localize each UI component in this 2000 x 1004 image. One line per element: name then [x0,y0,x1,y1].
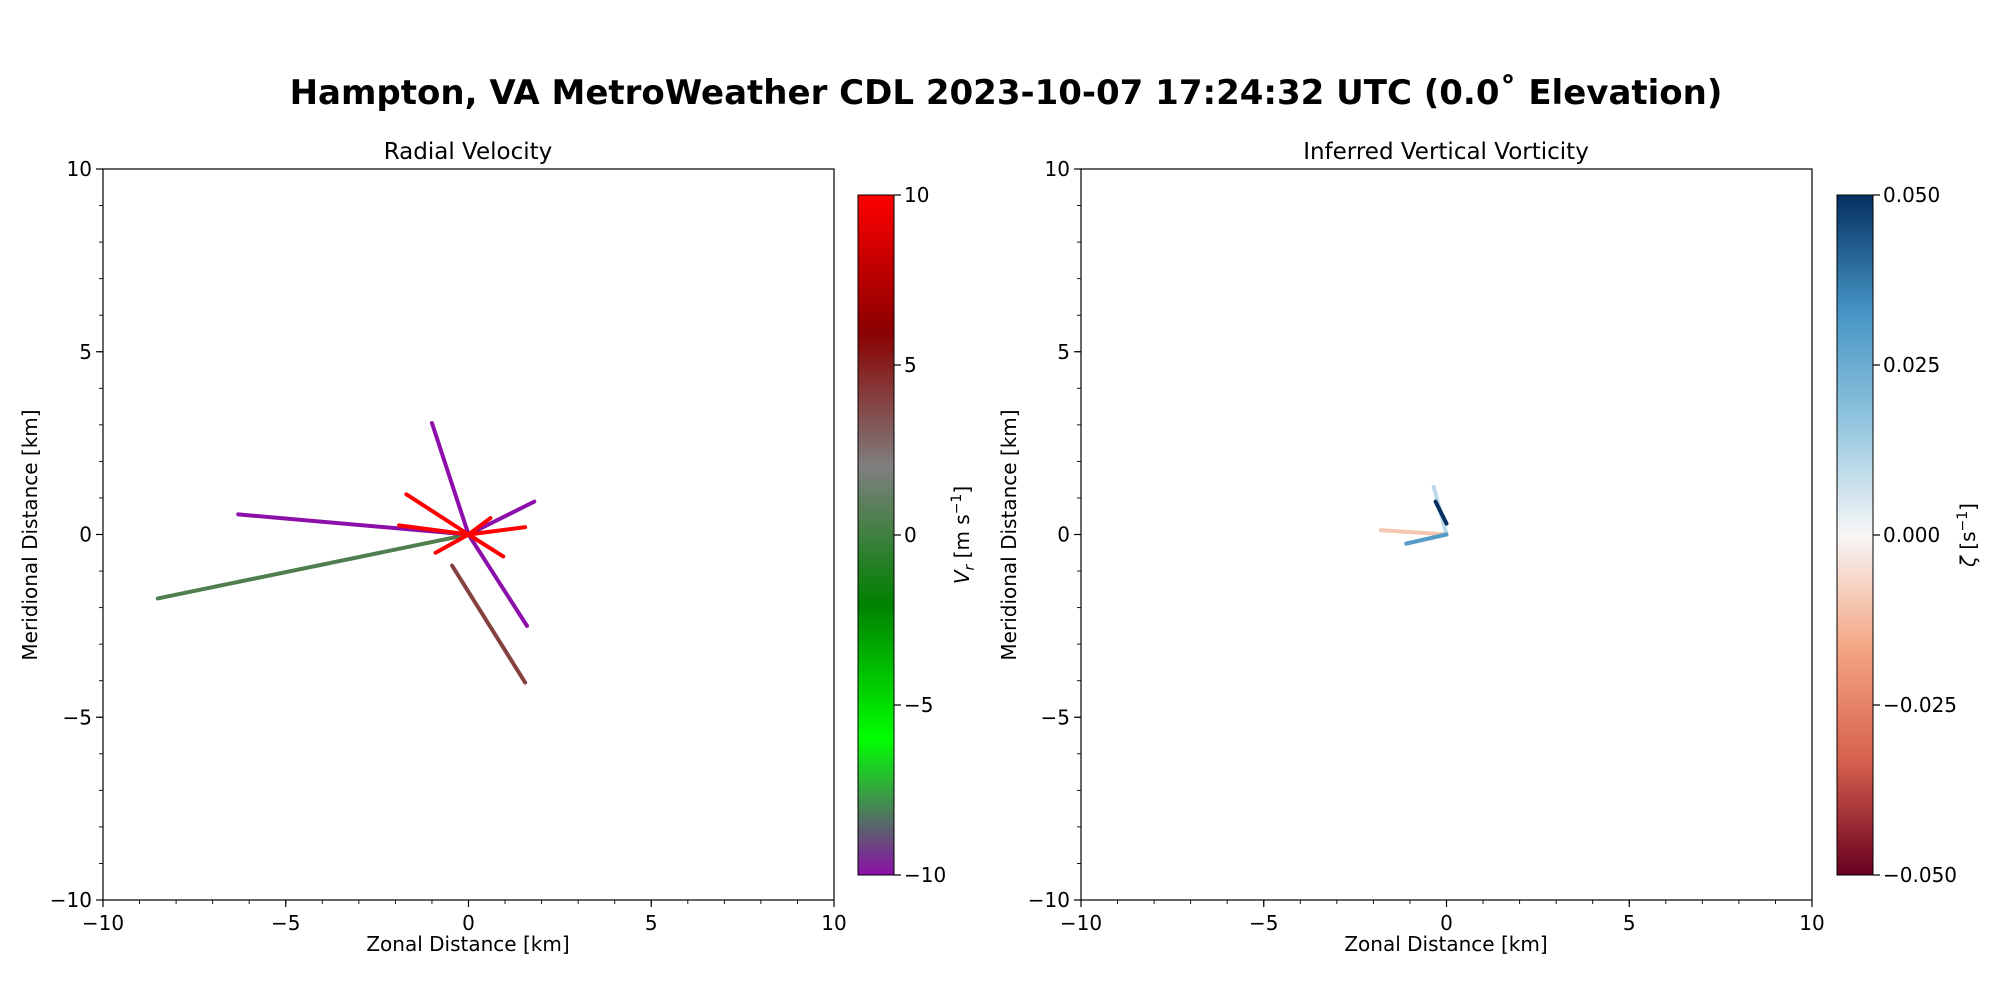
ray-2 [1404,532,1449,546]
ray-7 [466,525,528,537]
x-tick-label: 10 [821,911,846,935]
radial-velocity-x-ticks: −10 −5 0 5 10 [82,900,847,935]
ray-3 [1433,499,1449,526]
vorticity-ylabel: Meridional Distance [km] [997,409,1021,660]
ray-8 [466,532,506,559]
vorticity-rays [1378,484,1449,546]
ray-10 [397,523,471,537]
y-tick-label: 10 [1045,157,1070,181]
y-tick-label: 5 [1057,340,1070,364]
colorbar-tick-label: 10 [904,183,929,207]
y-tick-label: 0 [79,523,92,547]
y-tick-label: 5 [79,340,92,364]
colorbar-tick-label: −10 [904,863,946,887]
radial-velocity-colorbar-ticks: 10 5 0 −5 −10 [894,183,946,887]
x-tick-label: 5 [645,911,658,935]
vorticity-colorbar [1836,194,1874,876]
radial-velocity-colorbar-label: Vr [m s−1] [949,486,978,584]
y-tick-label: −10 [1028,888,1070,912]
vorticity-x-ticks: −10 −5 0 5 10 [1060,900,1825,935]
x-tick-label: −10 [82,911,124,935]
colorbar-tick-label: −0.025 [1883,693,1957,717]
vorticity-title: Inferred Vertical Vorticity [1303,139,1589,165]
y-tick-label: −5 [63,705,92,729]
vorticity-colorbar-label: ζ [s−1] [1955,503,1980,568]
y-tick-label: 0 [1057,523,1070,547]
vorticity-panel: Inferred Vertical Vorticity −10 −5 0 5 10 −1… [997,139,1980,956]
ray-4 [466,499,537,537]
ray-5 [450,563,528,685]
ray-3 [466,532,529,628]
colorbar-tick-label: 0.025 [1883,353,1940,377]
ray-1 [1378,528,1449,537]
x-tick-label: −5 [271,911,300,935]
colorbar-tick-label: 0.050 [1883,183,1940,207]
vorticity-colorbar-ticks: 0.050 0.025 0.000 −0.025 −0.050 [1873,183,1957,887]
ray-6 [404,492,471,537]
ray-2 [429,421,471,537]
y-tick-label: −10 [50,888,92,912]
x-tick-label: 5 [1623,911,1636,935]
figure-suptitle: Hampton, VA MetroWeather CDL 2023-10-07 … [290,73,1723,113]
colorbar-tick-label: 0 [904,523,917,547]
x-tick-label: 0 [462,911,475,935]
x-tick-label: 10 [1799,911,1824,935]
ray-9 [433,532,471,555]
radial-velocity-colorbar [857,194,895,876]
x-tick-label: −5 [1249,911,1278,935]
ray-11 [466,516,493,537]
radial-velocity-xlabel: Zonal Distance [km] [366,932,569,956]
colorbar-tick-label: 0.000 [1883,523,1940,547]
radial-velocity-ylabel: Meridional Distance [km] [18,409,42,660]
radial-velocity-panel: Radial Velocity −10 −5 0 5 10 −10 −5 0 5 10 Zona… [18,139,978,956]
vorticity-xlabel: Zonal Distance [km] [1344,932,1547,956]
vorticity-y-ticks: −10 −5 0 5 10 [1028,157,1081,912]
colorbar-tick-label: 5 [904,353,917,377]
colorbar-tick-label: −5 [904,693,933,717]
x-tick-label: −10 [1060,911,1102,935]
x-tick-label: 0 [1440,911,1453,935]
y-tick-label: −5 [1041,705,1070,729]
radial-velocity-y-ticks: −10 −5 0 5 10 [50,157,103,912]
y-tick-label: 10 [67,157,92,181]
radial-velocity-title: Radial Velocity [384,139,553,165]
ray-0 [155,532,471,601]
radial-velocity-rays [155,421,537,685]
colorbar-tick-label: −0.050 [1883,863,1957,887]
